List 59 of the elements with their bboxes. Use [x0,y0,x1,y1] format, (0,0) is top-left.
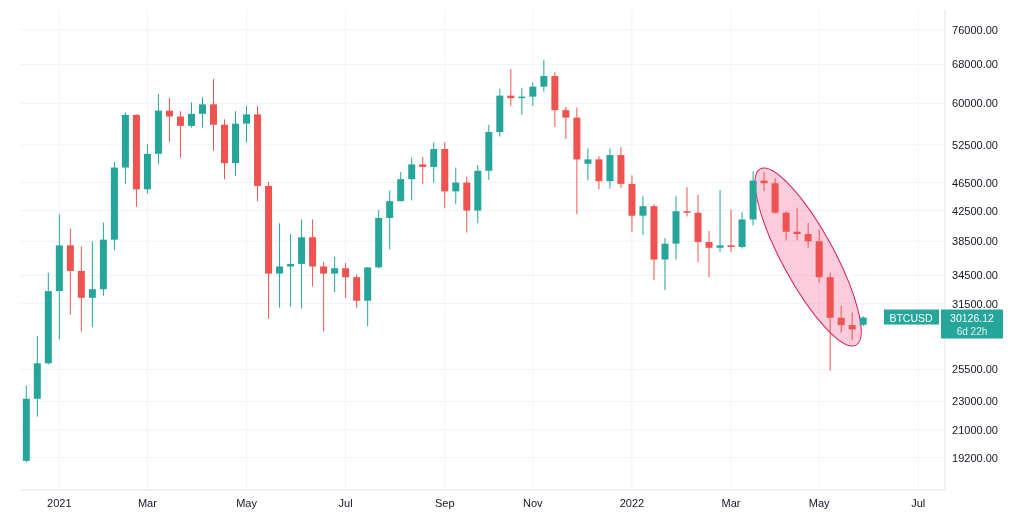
candlestick [397,171,405,202]
candlestick [386,190,394,250]
candlestick [408,157,416,201]
candlestick [210,78,217,152]
y-tick-label: 46500.00 [952,176,998,189]
x-tick-label: Jul [911,497,926,509]
candlestick [727,209,735,253]
annotation: BTCUSD [889,311,933,324]
candlestick [342,262,350,299]
candlestick [320,261,328,333]
candlestick [243,105,251,143]
candlestick [804,222,812,249]
candlestick [430,141,438,184]
y-tick-label: 25500.00 [952,363,998,376]
candlestick [584,147,592,182]
x-tick-label: Mar [137,497,158,509]
x-tick-label: Nov [523,497,544,509]
candlestick [540,59,548,93]
candlestick [88,240,96,328]
y-tick-label: 60000.00 [952,97,998,110]
y-tick-label: 42500.00 [952,204,998,217]
y-tick-label: 52500.00 [952,138,998,151]
candlestick [639,195,647,236]
candlestick [595,155,603,190]
candlestick [187,101,195,129]
candlestick [782,210,790,241]
candlestick [716,189,724,253]
y-tick-label: 76000.00 [952,23,998,36]
y-tick-label: 19200.00 [952,451,998,464]
y-tick-label: 68000.00 [952,58,998,71]
candlestick [419,156,427,185]
candlestick [848,312,856,341]
candlestick [165,97,173,143]
x-tick-label: 2021 [47,497,72,509]
y-tick-label: 21000.00 [952,423,998,436]
y-tick-label: 38500.00 [952,235,998,248]
x-tick-label: 2022 [619,497,645,509]
candlestick [529,81,537,107]
x-tick-label: Jul [338,497,353,509]
x-tick-label: May [808,497,831,509]
candlestick [353,273,361,309]
candlestick [198,96,206,129]
candlestick [562,106,570,140]
text: 6d 22h [956,325,988,337]
candlestick [276,222,284,309]
x-tick-label: Mar [721,497,741,509]
y-tick-label: 31500.00 [952,297,998,310]
text: 30126.12 [950,311,995,324]
candlestick [661,237,669,291]
candlestick [176,110,184,159]
y-tick-label: 23000.00 [952,395,998,408]
y-tick-label: 34500.00 [952,269,998,282]
candlestick [683,186,691,217]
candlestick [705,230,713,278]
x-tick-label: Sep [434,497,455,509]
candlestick [331,256,339,293]
x-tick-label: May [236,497,258,509]
candlestick [452,167,460,205]
candlestick [837,305,845,334]
